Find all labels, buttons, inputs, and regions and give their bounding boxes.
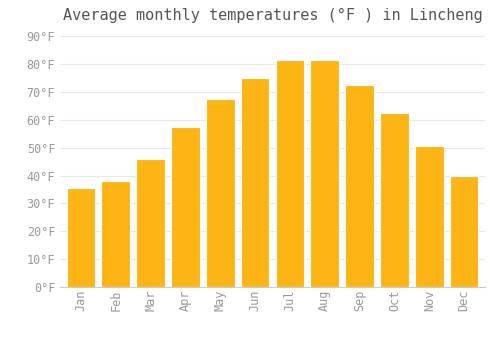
Bar [310, 60, 339, 287]
Bar [171, 127, 200, 287]
Bar [66, 188, 95, 287]
Bar [450, 176, 478, 287]
Bar [276, 60, 304, 287]
Bar [346, 85, 374, 287]
Bar [380, 113, 408, 287]
Bar [415, 146, 444, 287]
Bar [136, 159, 165, 287]
Bar [102, 181, 130, 287]
Bar [241, 78, 270, 287]
Title: Average monthly temperatures (°F ) in Lincheng: Average monthly temperatures (°F ) in Li… [62, 8, 482, 23]
Bar [206, 99, 234, 287]
